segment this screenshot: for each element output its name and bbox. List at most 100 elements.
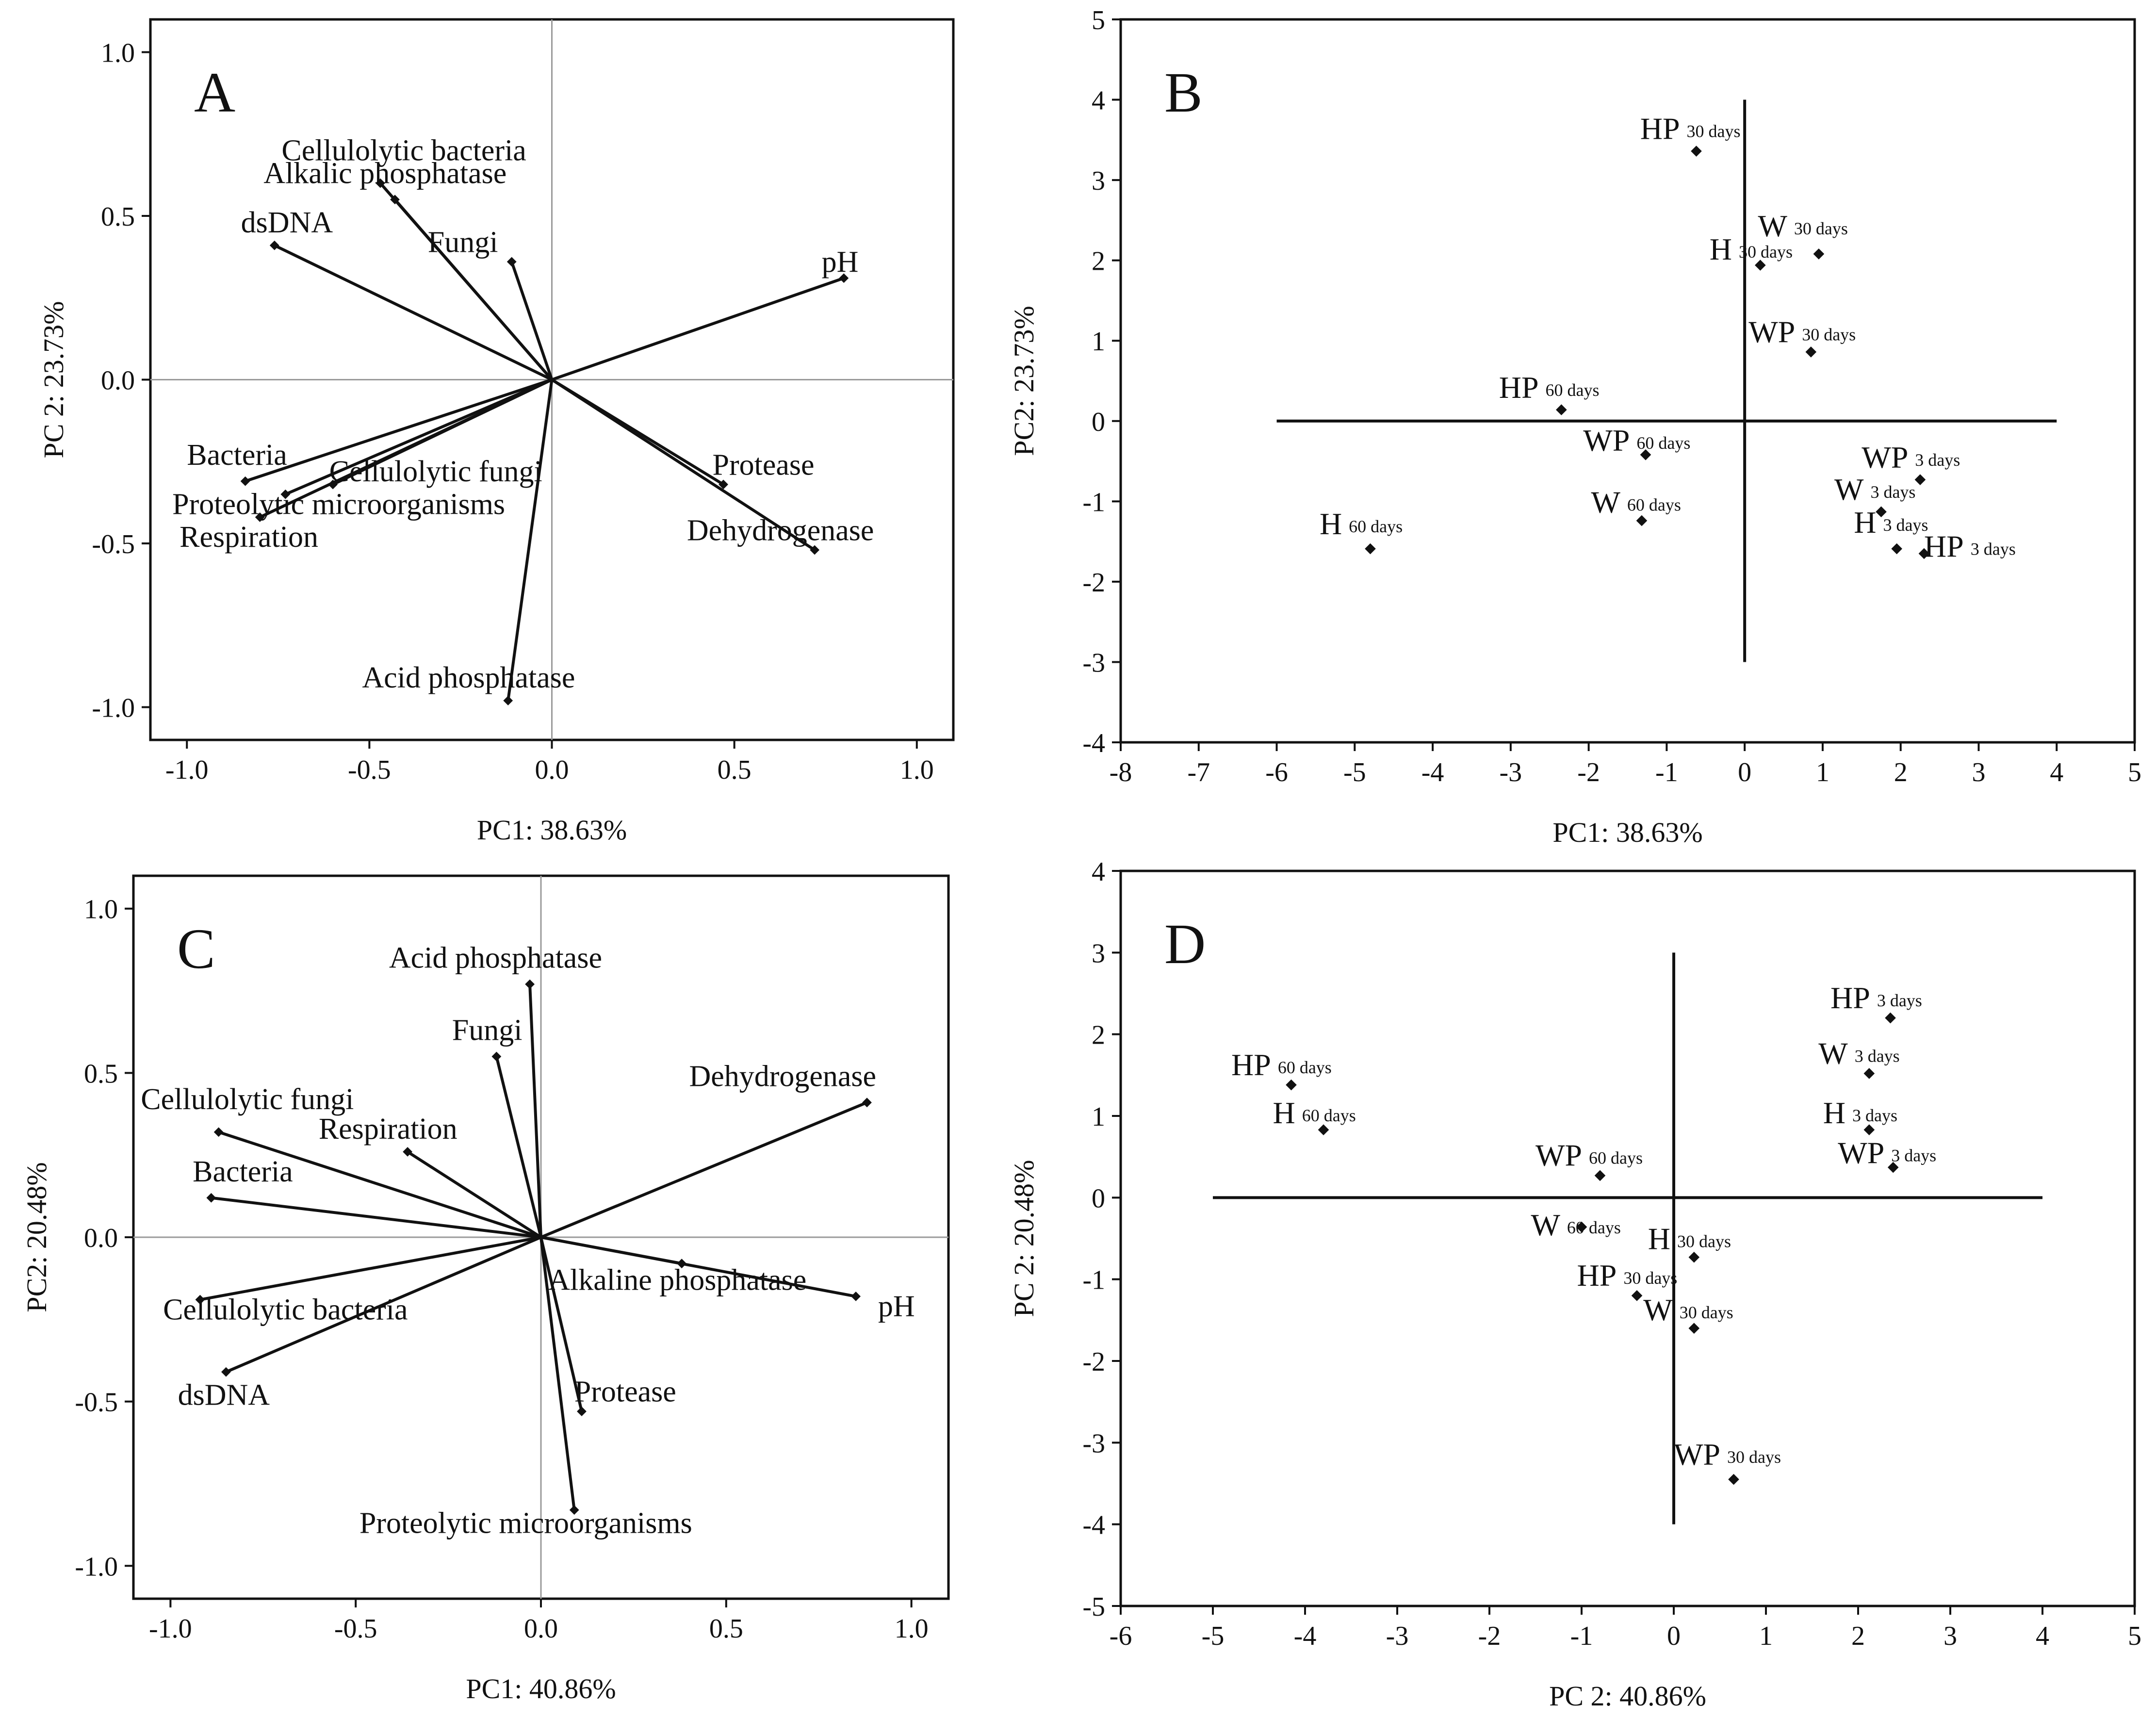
vector-tip-marker — [390, 195, 400, 205]
point-label: WP 3 days — [1838, 1136, 1936, 1170]
score-point: HP 30 days — [1640, 112, 1741, 157]
vector-line — [551, 378, 816, 552]
y-tick-label: 4 — [1092, 86, 1105, 116]
plot-frame — [1119, 869, 2136, 1607]
x-tick-label: -3 — [1386, 1621, 1409, 1651]
point-label-sub: 60 days — [1589, 1148, 1643, 1168]
vector-label: Protease — [574, 1376, 676, 1409]
point-marker — [1318, 1124, 1329, 1135]
point-label-main: W — [1758, 209, 1787, 243]
point-label-sub: 3 days — [1971, 540, 2016, 559]
point-label: HP 60 days — [1499, 370, 1600, 405]
point-label-sub: 60 days — [1349, 517, 1403, 536]
point-label-sub: 30 days — [1802, 325, 1856, 344]
y-tick-label: -1 — [1082, 487, 1105, 517]
score-point: H 60 days — [1320, 507, 1403, 555]
loading-vector: Protease — [539, 1237, 676, 1416]
point-label-main: WP — [1583, 423, 1630, 458]
vector-tip-marker — [491, 1051, 502, 1062]
loading-vector: dsDNA — [178, 1236, 542, 1411]
point-label-main: HP — [1577, 1258, 1617, 1293]
x-tick-label: -5 — [1343, 757, 1366, 787]
point-label: WP 60 days — [1583, 423, 1690, 458]
vector-line — [539, 1237, 583, 1412]
panel-letter: A — [194, 61, 235, 124]
score-point: W 30 days — [1758, 209, 1848, 260]
y-tick-label: 0.0 — [101, 366, 135, 396]
panel-a: -1.0 -0.5 0.0 0.5 1.0 -1.0 -0.5 0.0 0.5 1.0 PC1: 3… — [38, 18, 955, 846]
y-axis-title: PC 2: 23.73% — [38, 301, 69, 459]
y-tick-label: 1.0 — [84, 895, 118, 925]
point-marker — [1813, 248, 1825, 260]
point-label-main: W — [1531, 1208, 1561, 1242]
y-tick-label: 3 — [1092, 938, 1105, 968]
loading-vector: Fungi — [452, 1014, 542, 1238]
x-tick-label: 4 — [2036, 1621, 2049, 1651]
point-label: W 60 days — [1591, 485, 1681, 520]
y-tick-label: -2 — [1082, 568, 1105, 598]
point-label-main: WP — [1838, 1136, 1884, 1170]
x-tick-label: 5 — [2128, 1621, 2141, 1651]
panel-c: -1.0 -0.5 0.0 0.5 1.0 -1.0 -0.5 0.0 0.5 1.0 PC1: 4… — [21, 874, 950, 1704]
point-label-sub: 30 days — [1727, 1447, 1781, 1467]
vector-line — [540, 1101, 868, 1239]
score-point: H 60 days — [1273, 1096, 1356, 1135]
score-point: WP 3 days — [1838, 1136, 1936, 1173]
y-tick-label: 2 — [1092, 246, 1105, 277]
vector-label: Respiration — [180, 521, 318, 554]
point-label: H 60 days — [1273, 1096, 1356, 1130]
x-tick-label: -0.5 — [334, 1614, 377, 1644]
vector-tip-marker — [195, 1294, 205, 1305]
y-tick-label: 4 — [1092, 857, 1105, 887]
point-marker — [1688, 1251, 1700, 1263]
score-point: WP 3 days — [1862, 440, 1960, 485]
vector-label: dsDNA — [178, 1378, 270, 1411]
loading-vector: Protease — [551, 378, 815, 490]
x-tick-label: 1.0 — [900, 755, 934, 785]
x-axis-title: PC1: 38.63% — [477, 814, 627, 846]
point-marker — [1891, 543, 1902, 555]
score-point: H 3 days — [1854, 505, 1928, 555]
point-marker — [1691, 146, 1702, 157]
y-tick-label: -4 — [1082, 728, 1105, 758]
vector-label: Cellulolytic fungi — [329, 455, 542, 488]
vector-label: dsDNA — [241, 206, 333, 239]
x-tick-label: -4 — [1421, 757, 1444, 787]
x-tick-label: 0.5 — [718, 755, 751, 785]
point-label: HP 30 days — [1640, 112, 1741, 146]
x-tick-label: -2 — [1478, 1621, 1501, 1651]
vector-line — [540, 1236, 856, 1298]
vector-label: Proteolytic microorganisms — [359, 1507, 692, 1540]
x-tick-label: 4 — [2050, 757, 2063, 787]
x-tick-label: 0 — [1738, 757, 1751, 787]
panel-letter: D — [1164, 912, 1206, 976]
point-marker — [1640, 449, 1651, 460]
loading-vector: Acid phosphatase — [389, 942, 602, 1238]
point-marker — [1914, 474, 1926, 485]
x-axis-title: PC1: 40.86% — [466, 1673, 616, 1704]
x-tick-label: 1.0 — [895, 1614, 929, 1644]
point-label: H 30 days — [1710, 232, 1793, 266]
point-marker — [1863, 1124, 1875, 1135]
point-label: WP 30 days — [1674, 1437, 1781, 1472]
point-label: WP 30 days — [1748, 315, 1856, 349]
vector-line — [539, 1237, 576, 1510]
point-label-sub: 30 days — [1794, 219, 1848, 238]
point-label-sub: 3 days — [1883, 515, 1928, 535]
point-label-main: WP — [1862, 440, 1908, 475]
point-label: H 60 days — [1320, 507, 1403, 541]
vector-tip-marker — [851, 1292, 861, 1301]
vector-line — [528, 984, 542, 1238]
x-tick-label: -1.0 — [165, 755, 209, 785]
panel-letter: C — [177, 917, 215, 981]
vector-label: Bacteria — [193, 1155, 293, 1188]
point-label-main: WP — [1748, 315, 1795, 349]
point-marker — [1863, 1068, 1875, 1079]
point-label-sub: 3 days — [1891, 1146, 1936, 1165]
y-tick-label: 1 — [1092, 1102, 1105, 1132]
loading-vector: Alkalic phosphatase — [263, 157, 553, 381]
loading-vector: Proteolytic microorganisms — [359, 1237, 692, 1540]
vector-line — [225, 1236, 542, 1374]
point-label: HP 60 days — [1231, 1048, 1332, 1082]
vector-label: Protease — [713, 448, 815, 481]
